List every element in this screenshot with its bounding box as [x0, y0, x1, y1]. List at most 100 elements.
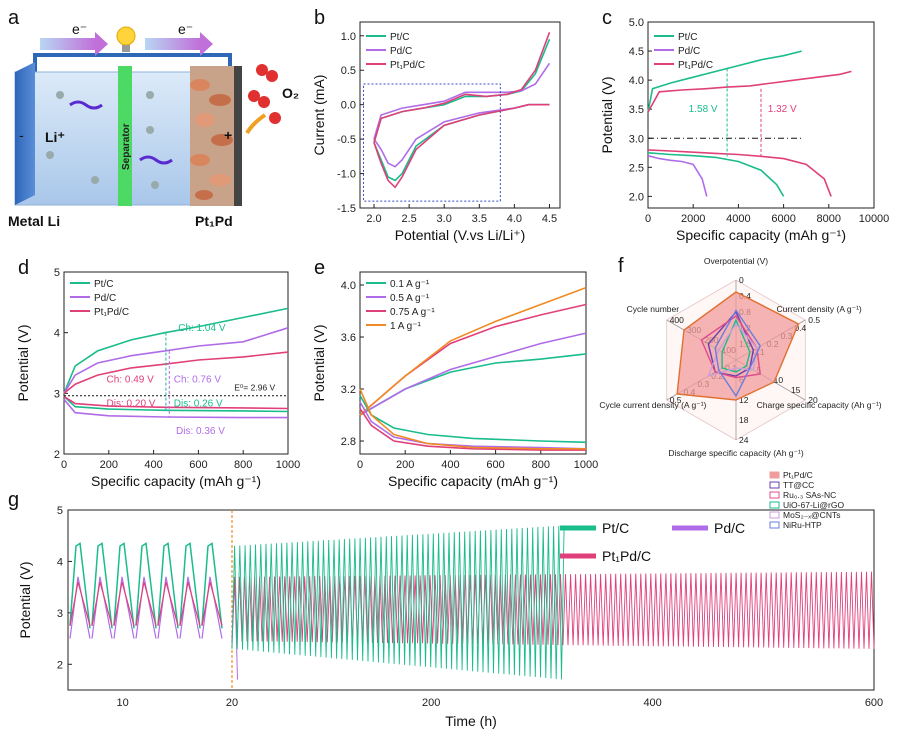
- x-tick-label: 800: [234, 459, 252, 471]
- curve-Pd/C dis: [63, 398, 288, 419]
- plot-frame: [359, 271, 587, 455]
- radar-legend-swatch: [769, 511, 780, 519]
- curve-Pd/C: [63, 327, 289, 394]
- ptc-early-cycle: [201, 542, 223, 629]
- radar-legend-swatch: [769, 521, 780, 529]
- pdc-early-cycle: [157, 576, 179, 639]
- y-axis-label: Potential (V): [599, 76, 615, 153]
- y-tick-label: -1.0: [337, 169, 356, 181]
- annotation-pt1pdc: 1.32 V: [768, 104, 797, 115]
- pt1pdc-early-cycle: [157, 581, 179, 626]
- li-ions: [46, 91, 173, 189]
- pt1pdc-early-cycle: [113, 581, 135, 626]
- x-tick-label: 2.0: [366, 213, 381, 225]
- y-axis-label: Potential (V): [17, 561, 33, 638]
- electron-arrowhead-left: [95, 32, 108, 56]
- x-tick-label: 400: [643, 697, 661, 709]
- radar-legend-swatch: [769, 481, 780, 489]
- x-tick-label: 3.0: [437, 213, 452, 225]
- legend-entry: Pt/C: [602, 520, 629, 536]
- x-tick-label: 2.5: [401, 213, 416, 225]
- radar-tick: 10: [774, 375, 784, 385]
- pt1pdc-early-cycle: [135, 581, 157, 626]
- legend-entry: Pd/C: [94, 293, 116, 304]
- radar-legend-entry: Ru₀.₃ SAs-NC: [783, 490, 836, 500]
- radar-tick: 0.5: [808, 315, 820, 325]
- panel-label-e: e: [314, 257, 325, 279]
- radar-axis-label: Cycle number: [627, 304, 680, 314]
- ann-dis-ptc: Dis: 0.26 V: [174, 399, 223, 410]
- x-tick-label: 6000: [771, 213, 795, 225]
- legend-entry: 0.5 A g⁻¹: [390, 293, 430, 304]
- ann-ch-pt1pdc: Ch: 0.49 V: [107, 374, 155, 385]
- oxygen-molecules: [245, 64, 281, 135]
- radar-axis-label: Cycle current density (A g⁻¹): [599, 400, 706, 410]
- ann-ch-pdc: Ch: 0.76 V: [174, 374, 222, 385]
- radar-tick: 24: [739, 435, 749, 445]
- panel-label-c: c: [602, 7, 612, 29]
- radar-legend-swatch: [769, 491, 780, 499]
- x-tick-label: 1000: [574, 459, 598, 471]
- radar-tick: 20: [808, 395, 818, 405]
- legend-entry: Pt₁Pd/C: [94, 307, 129, 318]
- pt1pdc-early-cycle: [91, 581, 113, 626]
- y-tick-label: 3.0: [629, 133, 644, 145]
- curve-1 dis: [359, 388, 586, 450]
- curve-1: [359, 286, 587, 416]
- electron-arrow-right: [145, 38, 200, 50]
- charts-container: 2.0 2.5 3.0 3.5 4.0 4.5-1.5-1.0-0.50.00.51.0P…: [8, 7, 889, 729]
- radar-axis-label: Current density (A g⁻¹): [777, 304, 862, 314]
- legend-entry: Pt₁Pd/C: [678, 60, 713, 71]
- radar-legend-entry: NiRu-HTP: [783, 520, 822, 530]
- panel-label-d: d: [18, 257, 29, 279]
- pt1pdc-early-cycle: [179, 581, 201, 626]
- catalyst-petals: [190, 79, 233, 200]
- ptc-early-cycle: [69, 542, 91, 629]
- ptc-dense: [231, 525, 565, 680]
- panel-label-f: f: [618, 255, 624, 277]
- y-axis-label: Potential (V): [311, 324, 327, 401]
- ptc-early-cycle: [113, 542, 135, 629]
- pdc-early-cycle: [113, 576, 135, 639]
- legend-entry: 1 A g⁻¹: [390, 321, 422, 332]
- lithium-anode: [15, 62, 35, 205]
- pdc-early-cycle: [179, 576, 201, 639]
- cathode-sign: +: [224, 127, 232, 143]
- x-tick-label: 400: [441, 459, 459, 471]
- lightbulb-icon: [116, 26, 136, 46]
- radar-series-3: [721, 318, 751, 373]
- radar-series-5: [714, 309, 762, 398]
- x-tick-label: 0: [645, 213, 651, 225]
- x-tick-label: 200: [100, 459, 118, 471]
- radar-legend-entry: UiO-67-Li@rGO: [783, 500, 844, 510]
- curve-0.5: [359, 332, 587, 416]
- metal-li-caption: Metal Li: [8, 213, 60, 229]
- y-tick-label: 5.0: [629, 17, 644, 29]
- x-tick-label: 0: [61, 459, 67, 471]
- ptc-early-cycle: [135, 542, 157, 629]
- x-tick-label: 200: [422, 697, 440, 709]
- electron-label-left: e⁻: [72, 21, 87, 37]
- y-tick-label: 4.0: [341, 280, 356, 292]
- y-tick-label: 4: [54, 328, 60, 340]
- curve-Pt₁Pd/C charge: [647, 70, 852, 113]
- y-tick-label: 3.5: [629, 104, 644, 116]
- x-tick-label: 4.5: [542, 213, 557, 225]
- ann-dis-pt1pdc: Dis: 0.20 V: [107, 399, 156, 410]
- chart-e: 0 200 400 600 800 1000 2.8 3.2 3.6 4.0 Specific ca…: [311, 257, 598, 489]
- ann-dis-pdc: Dis: 0.36 V: [176, 426, 225, 437]
- radar-tick: 12: [739, 395, 749, 405]
- electron-label-right: e⁻: [178, 21, 193, 37]
- curve-Pt/C charge: [647, 50, 802, 113]
- panel-label-b: b: [314, 7, 325, 29]
- panel-a-label: a: [8, 7, 20, 29]
- pdc-early-cycle: [201, 576, 223, 639]
- radar-tick: 15: [791, 385, 801, 395]
- y-tick-label: 2: [54, 449, 60, 461]
- pdc-early-cycle: [91, 576, 113, 639]
- y-tick-label: 3: [57, 608, 63, 620]
- legend-entry: Pd/C: [390, 46, 412, 57]
- legend-entry: 0.1 A g⁻¹: [390, 279, 430, 290]
- chart-b: 2.0 2.5 3.0 3.5 4.0 4.5 -1.5 -1.0 -0.5 0.0 0.5 1.0 P…: [311, 7, 561, 243]
- pt1pdc-early-cycle: [201, 581, 223, 626]
